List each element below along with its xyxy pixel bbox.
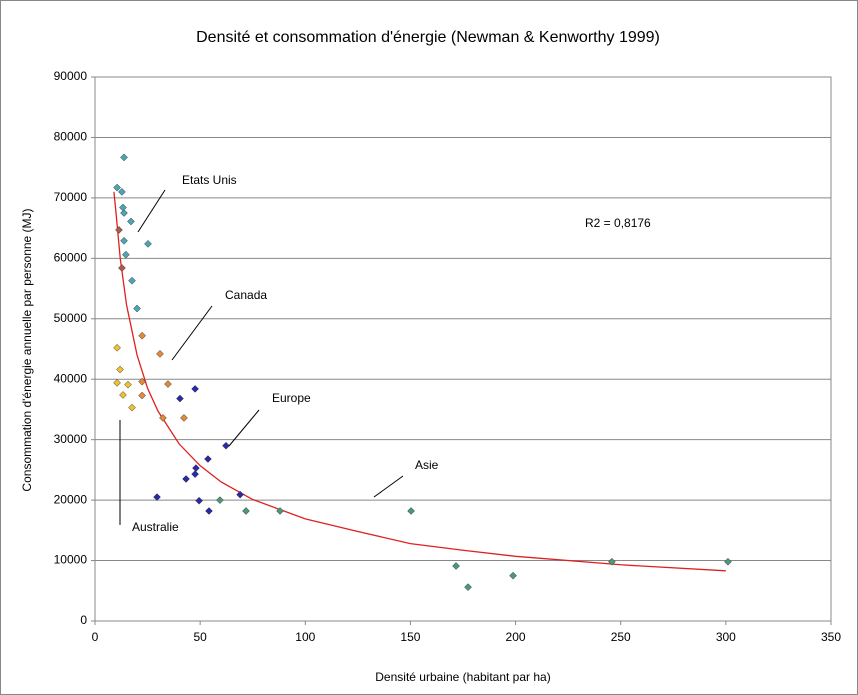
point bbox=[144, 239, 152, 248]
point bbox=[153, 493, 161, 501]
point bbox=[120, 236, 128, 245]
y-tick-label: 0 bbox=[80, 613, 87, 627]
y-tick-label: 10000 bbox=[54, 553, 88, 567]
plot-border bbox=[94, 76, 832, 622]
point bbox=[113, 378, 121, 387]
point bbox=[724, 557, 732, 566]
point bbox=[128, 276, 136, 285]
y-tick-label: 40000 bbox=[54, 371, 88, 385]
point bbox=[407, 507, 415, 515]
point bbox=[118, 264, 126, 272]
annotation-leader bbox=[137, 189, 166, 233]
point bbox=[222, 441, 230, 450]
point bbox=[122, 250, 130, 259]
point bbox=[176, 394, 184, 403]
y-tick-label: 60000 bbox=[54, 251, 88, 265]
annotation: Europe bbox=[272, 391, 311, 405]
trendline bbox=[113, 191, 726, 572]
point bbox=[182, 475, 190, 483]
y-tick-label: 50000 bbox=[54, 311, 88, 325]
point bbox=[192, 464, 200, 472]
y-tick-label: 30000 bbox=[54, 432, 88, 446]
x-tick-label: 50 bbox=[193, 630, 207, 644]
annotation-leader bbox=[373, 475, 404, 498]
x-tick-label: 300 bbox=[716, 630, 736, 644]
x-tick-label: 250 bbox=[611, 630, 631, 644]
x-tick-label: 350 bbox=[821, 630, 841, 644]
point bbox=[119, 391, 127, 399]
x-tick-label: 100 bbox=[295, 630, 315, 644]
point bbox=[159, 414, 167, 422]
y-tick-label: 90000 bbox=[54, 69, 88, 83]
annotation-leader bbox=[228, 409, 260, 447]
annotation: Australie bbox=[132, 520, 179, 534]
point bbox=[180, 414, 188, 422]
point bbox=[216, 496, 224, 504]
annotation: Etats Unis bbox=[182, 173, 237, 187]
y-tick-label: 70000 bbox=[54, 190, 88, 204]
annotation-leader bbox=[171, 305, 213, 361]
y-axis-label: Consommation d'énergie annuelle par pers… bbox=[20, 208, 34, 491]
x-tick-label: 200 bbox=[506, 630, 526, 644]
point bbox=[128, 403, 136, 412]
point bbox=[124, 380, 132, 389]
annotation: Asie bbox=[415, 458, 439, 472]
point bbox=[452, 562, 460, 570]
point bbox=[195, 496, 203, 505]
r2-annotation: R2 = 0,8176 bbox=[585, 216, 651, 230]
point bbox=[464, 583, 472, 592]
x-tick-label: 0 bbox=[92, 630, 99, 644]
point bbox=[156, 349, 164, 358]
point bbox=[116, 365, 124, 374]
point bbox=[191, 470, 199, 478]
point bbox=[127, 217, 135, 226]
point bbox=[236, 490, 244, 499]
point bbox=[120, 153, 128, 162]
point bbox=[242, 507, 250, 515]
x-axis-label: Densité urbaine (habitant par ha) bbox=[375, 670, 550, 684]
point bbox=[115, 226, 123, 234]
point bbox=[276, 507, 284, 515]
annotation: Canada bbox=[225, 288, 267, 302]
point bbox=[138, 391, 146, 400]
point bbox=[204, 455, 212, 463]
point bbox=[118, 187, 126, 196]
point bbox=[191, 385, 199, 393]
point bbox=[509, 571, 517, 580]
point bbox=[138, 331, 146, 340]
chart-title: Densité et consommation d'énergie (Newma… bbox=[196, 29, 660, 46]
point bbox=[164, 380, 172, 388]
plot-area: 0 10000 20000 30000 40000 50000 60000 70000 8000… bbox=[54, 69, 842, 644]
x-tick-label: 150 bbox=[400, 630, 420, 644]
y-tick-label: 20000 bbox=[54, 492, 88, 506]
point bbox=[133, 304, 141, 313]
point bbox=[120, 209, 128, 217]
point bbox=[113, 343, 121, 352]
point bbox=[608, 557, 616, 566]
y-tick-label: 80000 bbox=[54, 130, 88, 144]
point bbox=[138, 377, 146, 386]
point bbox=[205, 507, 213, 515]
point bbox=[113, 183, 121, 192]
